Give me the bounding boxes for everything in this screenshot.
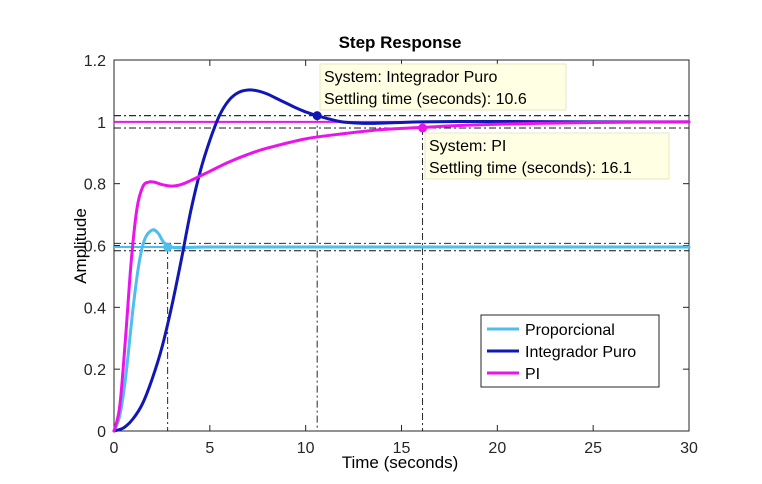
x-tick-label: 20 — [488, 440, 506, 457]
chart-title: Step Response — [339, 33, 462, 52]
y-tick-label: 1.2 — [84, 53, 106, 70]
datatip-line1: System: PI — [429, 138, 506, 155]
x-axis-title: Time (seconds) — [342, 453, 459, 472]
settling-marker-integrador-puro — [312, 111, 322, 121]
x-tick-label: 5 — [205, 440, 214, 457]
legend-label-integrador-puro: Integrador Puro — [525, 344, 636, 361]
legend: Proporcional Integrador Puro PI — [480, 314, 660, 388]
y-tick-label: 1 — [97, 115, 106, 132]
datatip-line2: Settling time (seconds): 16.1 — [429, 160, 632, 177]
y-tick-label: 0.4 — [84, 300, 106, 317]
y-tick-label: 0.8 — [84, 177, 106, 194]
x-tick-label: 15 — [393, 440, 411, 457]
x-tick-label: 0 — [110, 440, 119, 457]
settling-marker-pi — [418, 123, 428, 133]
datatip-integrador-puro: System: Integrador Puro Settling time (se… — [319, 63, 567, 111]
datatip-box — [319, 63, 567, 111]
legend-label-pi: PI — [525, 366, 540, 383]
series-line-integrador-puro — [112, 88, 691, 433]
y-tick-label: 0.2 — [84, 362, 106, 379]
datatip-line2: Settling time (seconds): 10.6 — [324, 91, 527, 108]
y-tick-label: 0.6 — [84, 239, 106, 256]
settling-marker-proporcional — [163, 242, 173, 252]
x-tick-label: 30 — [680, 440, 698, 457]
plot-area: 0 5 10 15 20 25 30 0 0.2 0.4 0.6 0.8 1 1.2 System: Int… — [84, 53, 698, 457]
x-tick-label: 10 — [297, 440, 315, 457]
y-axis-title: Amplitude — [71, 208, 90, 284]
series-line-pi — [112, 120, 691, 433]
datatip-pi: System: PI Settling time (seconds): 16.1 — [424, 132, 670, 180]
legend-label-proporcional: Proporcional — [525, 322, 615, 339]
datatip-box — [424, 132, 670, 180]
datatip-line1: System: Integrador Puro — [324, 69, 498, 86]
y-tick-label: 0 — [97, 424, 106, 441]
x-tick-label: 25 — [584, 440, 602, 457]
